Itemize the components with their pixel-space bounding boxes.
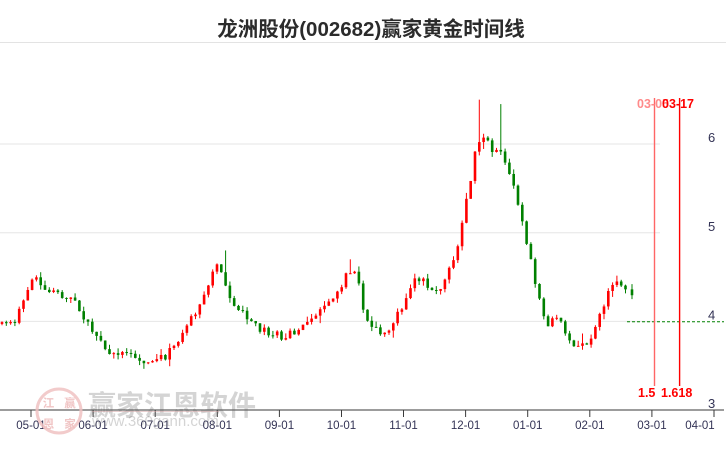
svg-text:03-17: 03-17 bbox=[662, 97, 694, 111]
svg-text:江: 江 bbox=[43, 397, 55, 410]
svg-text:家: 家 bbox=[64, 417, 76, 431]
svg-text:3: 3 bbox=[708, 396, 715, 411]
svg-text:01-01: 01-01 bbox=[513, 420, 542, 432]
svg-text:恩: 恩 bbox=[43, 418, 55, 431]
svg-text:1.618: 1.618 bbox=[661, 386, 692, 400]
svg-text:10-01: 10-01 bbox=[327, 420, 356, 432]
svg-text:04-01: 04-01 bbox=[685, 420, 714, 432]
svg-text:02-01: 02-01 bbox=[575, 420, 604, 432]
svg-text:4: 4 bbox=[708, 308, 715, 323]
svg-text:赢: 赢 bbox=[64, 396, 76, 410]
svg-text:12-01: 12-01 bbox=[451, 420, 480, 432]
svg-text:1.5: 1.5 bbox=[638, 386, 655, 400]
svg-text:09-01: 09-01 bbox=[265, 420, 294, 432]
svg-text:6: 6 bbox=[708, 130, 715, 145]
svg-text:03-01: 03-01 bbox=[637, 420, 666, 432]
svg-text:5: 5 bbox=[708, 219, 715, 234]
svg-text:11-01: 11-01 bbox=[389, 420, 418, 432]
